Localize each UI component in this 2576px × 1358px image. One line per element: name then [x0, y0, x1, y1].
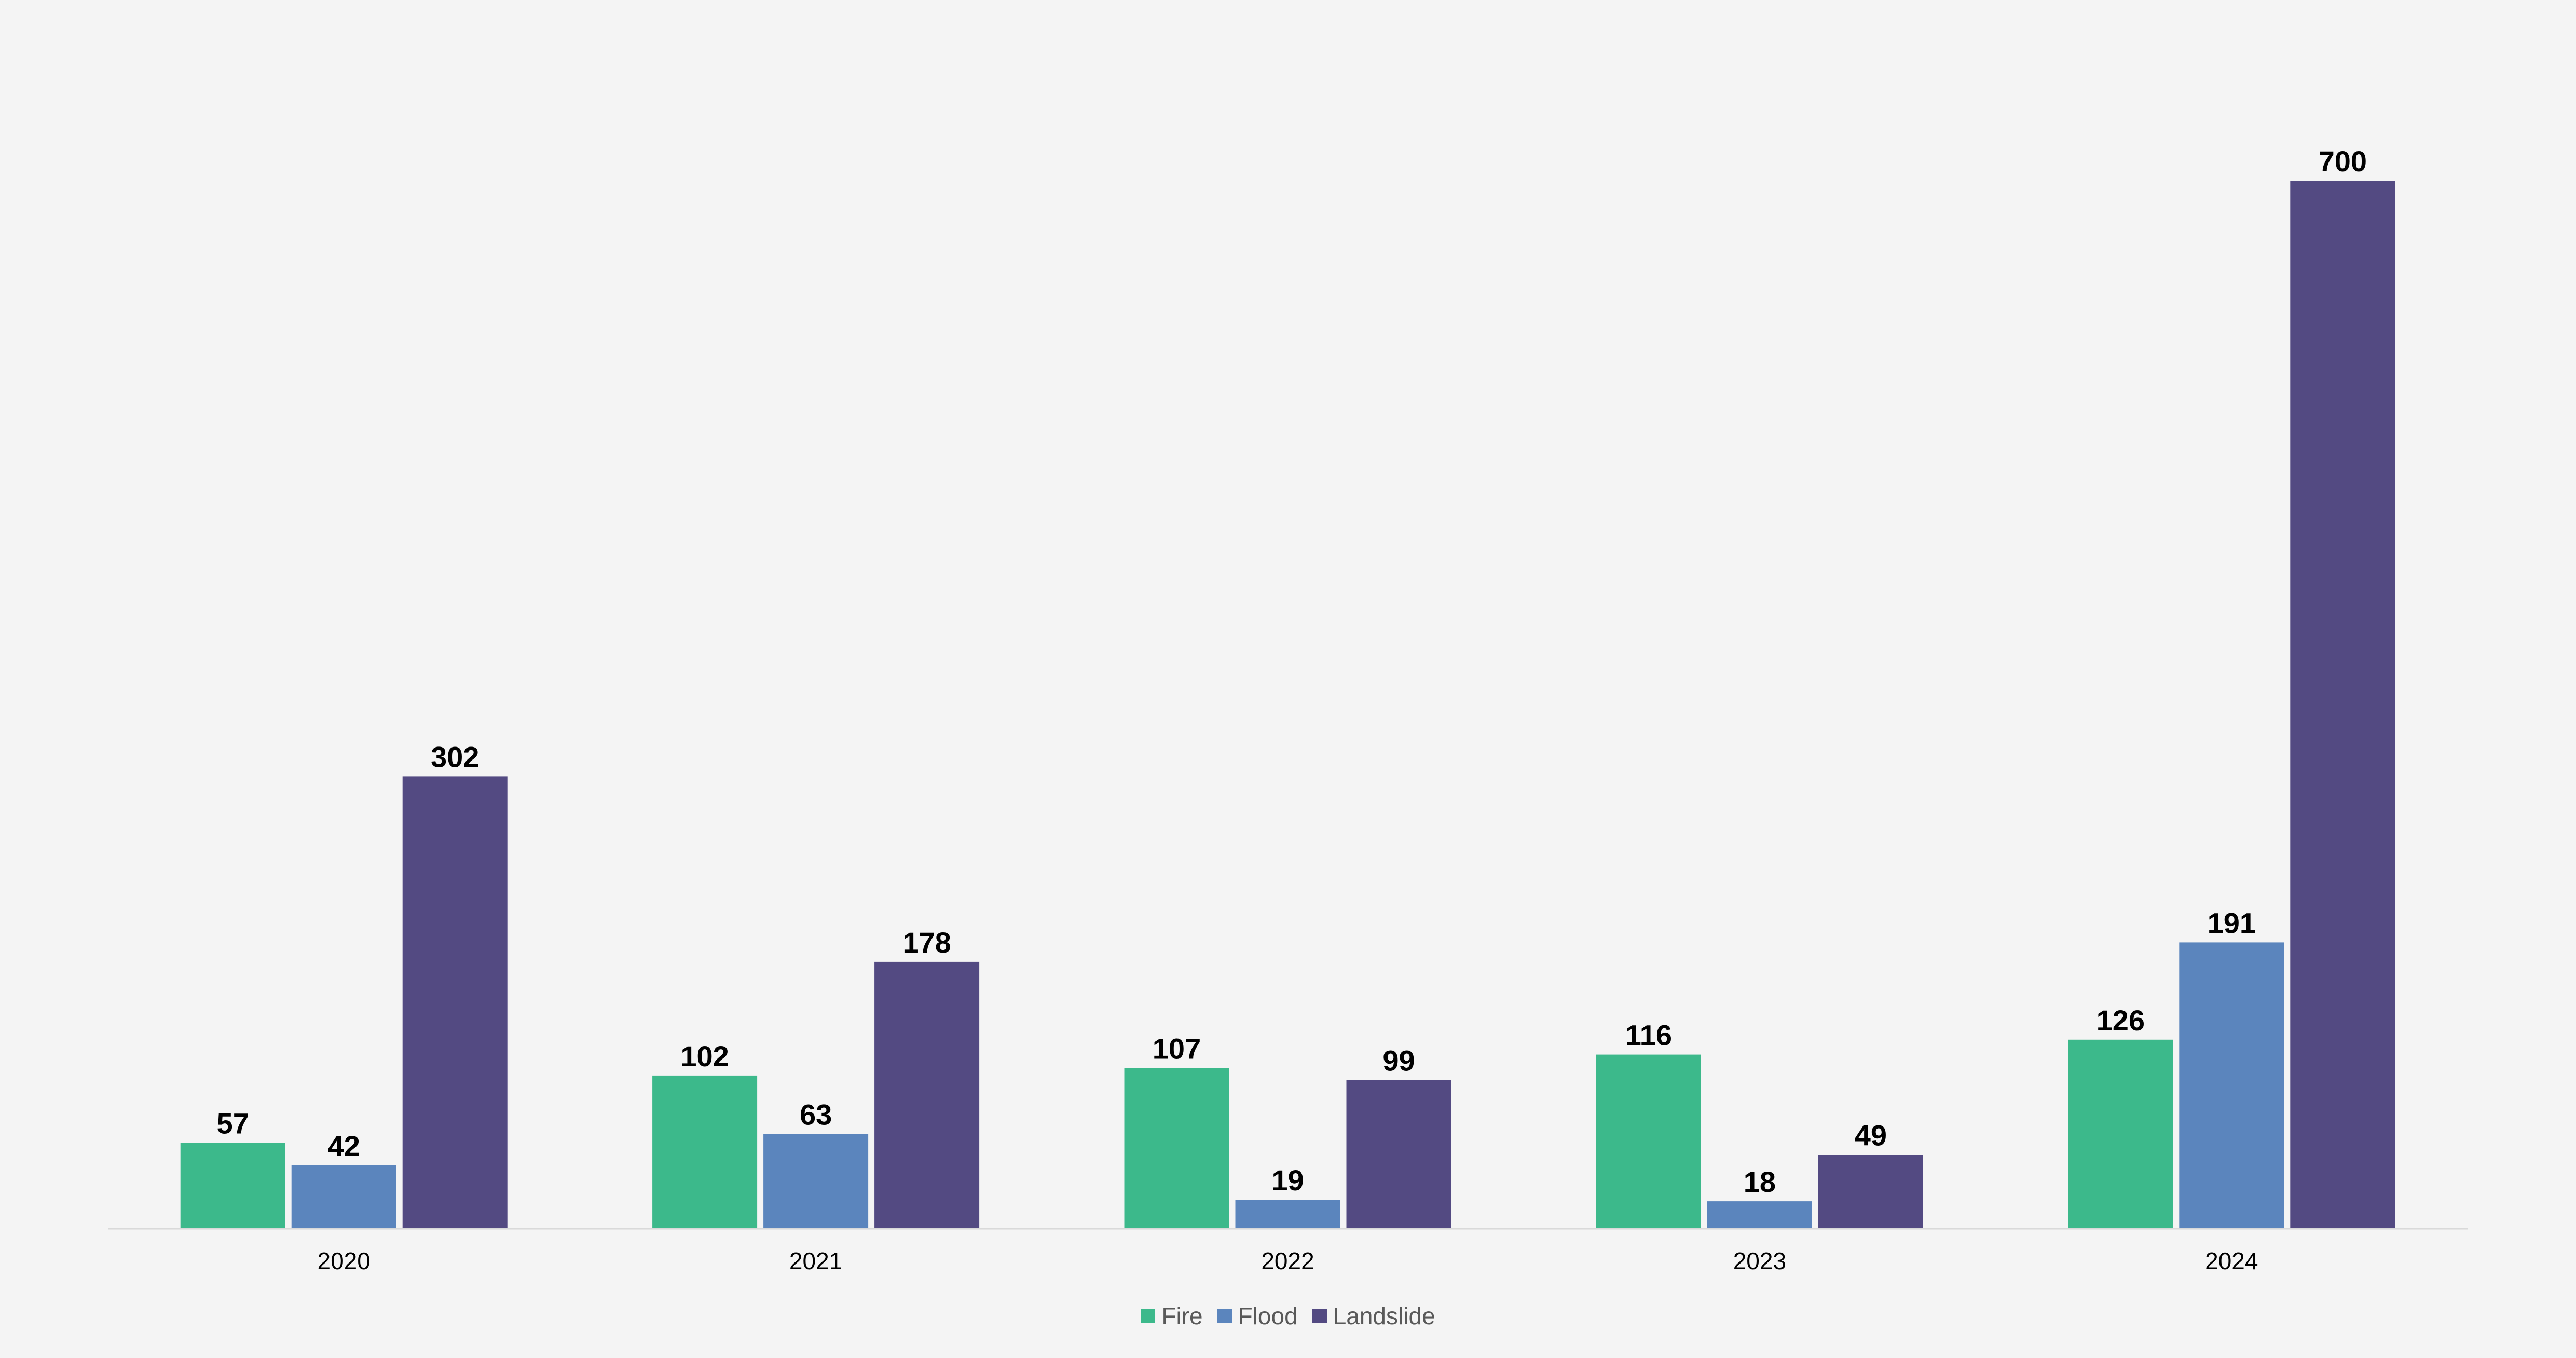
legend-label-landslide: Landslide: [1333, 1302, 1435, 1329]
data-label-flood-2024: 191: [2208, 906, 2256, 939]
legend-item-flood: Flood: [1217, 1302, 1298, 1330]
legend: Fire Flood Landslide: [0, 1298, 2576, 1334]
data-label-fire-2020: 57: [217, 1107, 249, 1140]
legend-item-landslide: Landslide: [1312, 1302, 1435, 1330]
x-tick-label-2021: 2021: [789, 1247, 842, 1274]
bar-landslide-2023: [1818, 1155, 1923, 1228]
bar-flood-2020: [291, 1165, 396, 1228]
data-label-fire-2024: 126: [2097, 1004, 2145, 1037]
bar-landslide-2022: [1346, 1080, 1451, 1228]
data-label-flood-2020: 42: [328, 1130, 360, 1162]
bar-flood-2024: [2179, 942, 2284, 1228]
data-label-landslide-2023: 49: [1855, 1119, 1887, 1152]
bar-landslide-2020: [402, 776, 508, 1228]
x-tick-label-2023: 2023: [1733, 1247, 1786, 1274]
bar-fire-2023: [1596, 1054, 1701, 1228]
bar-flood-2021: [763, 1134, 869, 1228]
bar-landslide-2021: [874, 961, 980, 1228]
data-label-fire-2022: 107: [1153, 1033, 1201, 1065]
bar-fire-2020: [180, 1143, 285, 1228]
legend-swatch-landslide: [1312, 1309, 1327, 1323]
data-labels-group: 57 42 302 102 63 178 107 19 99 116 18 49 126 191 700: [217, 145, 2367, 1198]
legend-swatch-fire: [1141, 1309, 1156, 1323]
legend-label-flood: Flood: [1238, 1302, 1298, 1329]
x-tick-label-2022: 2022: [1261, 1247, 1314, 1274]
x-tick-label-2020: 2020: [318, 1247, 371, 1274]
data-label-landslide-2020: 302: [431, 740, 479, 773]
data-label-flood-2021: 63: [800, 1098, 832, 1131]
data-label-flood-2023: 18: [1744, 1165, 1776, 1198]
bar-fire-2022: [1124, 1068, 1229, 1228]
data-label-landslide-2021: 178: [902, 926, 951, 959]
legend-label-fire: Fire: [1161, 1302, 1203, 1329]
data-label-landslide-2022: 99: [1382, 1044, 1415, 1077]
data-label-flood-2022: 19: [1271, 1164, 1304, 1197]
data-label-landslide-2024: 700: [2319, 145, 2367, 178]
data-label-fire-2023: 116: [1625, 1019, 1672, 1052]
legend-item-fire: Fire: [1141, 1302, 1203, 1330]
bar-fire-2021: [652, 1075, 758, 1228]
bars-group: [180, 181, 2395, 1228]
bar-fire-2024: [2068, 1039, 2173, 1228]
x-tick-label-2024: 2024: [2205, 1247, 2258, 1274]
bar-flood-2022: [1235, 1200, 1340, 1228]
data-label-fire-2021: 102: [680, 1040, 729, 1072]
bar-flood-2023: [1707, 1201, 1812, 1228]
x-axis-tick-labels: 2020 2021 2022 2023 2024: [318, 1247, 2258, 1274]
legend-swatch-flood: [1217, 1309, 1232, 1323]
bar-landslide-2024: [2290, 181, 2395, 1228]
